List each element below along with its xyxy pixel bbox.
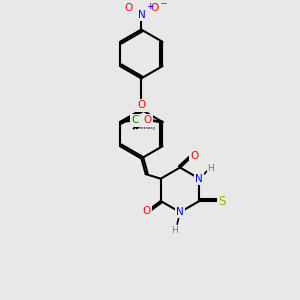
Text: Cl: Cl (131, 116, 141, 125)
Text: H: H (207, 164, 214, 173)
Text: O: O (137, 100, 146, 110)
Text: O: O (124, 3, 133, 13)
Text: +: + (147, 2, 154, 11)
Text: O: O (142, 206, 151, 216)
Text: N: N (176, 207, 184, 217)
Text: methoxy: methoxy (138, 125, 156, 130)
Text: O: O (142, 116, 151, 125)
Text: −: − (159, 0, 167, 7)
Text: N: N (137, 11, 145, 20)
Text: methoxy: methoxy (0, 299, 1, 300)
Text: O: O (140, 116, 148, 125)
Text: O: O (190, 151, 199, 161)
Text: H: H (172, 226, 178, 235)
Text: S: S (218, 194, 225, 208)
Text: N: N (196, 174, 203, 184)
Text: O: O (143, 115, 152, 124)
Text: O: O (150, 3, 158, 13)
